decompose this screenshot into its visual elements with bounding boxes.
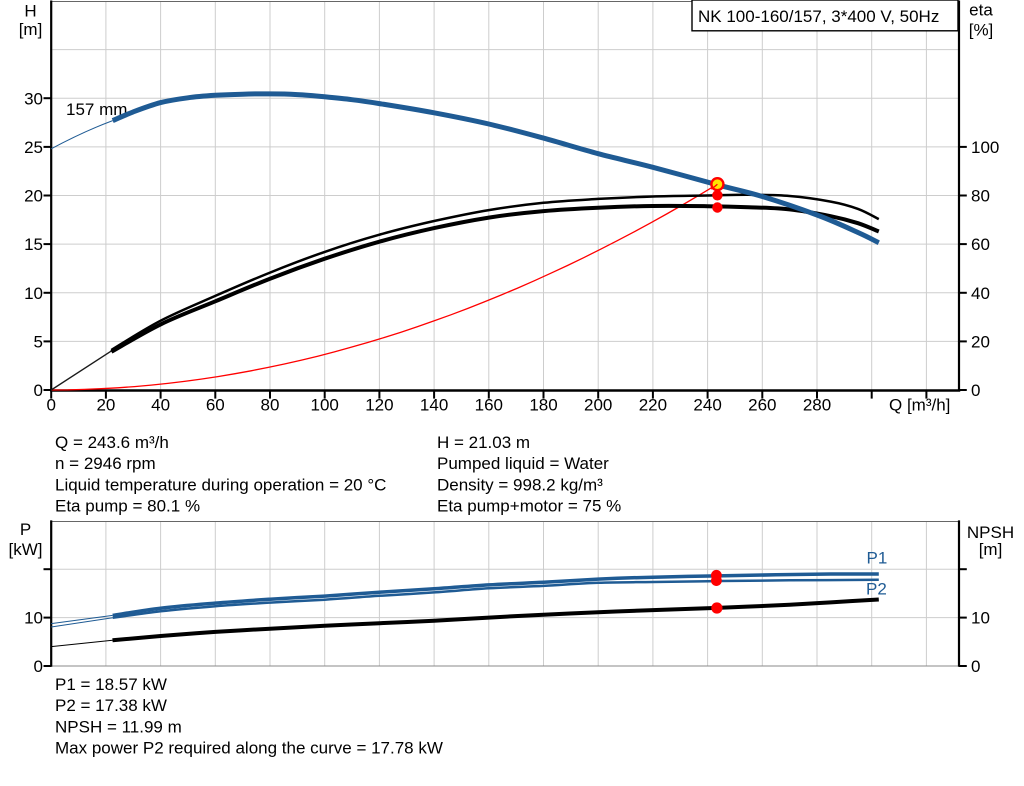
svg-text:Q = 243.6 m³/h: Q = 243.6 m³/h (55, 433, 169, 452)
svg-text:160: 160 (475, 396, 503, 415)
svg-text:60: 60 (971, 235, 990, 254)
svg-text:60: 60 (206, 396, 225, 415)
svg-text:100: 100 (971, 138, 999, 157)
svg-text:240: 240 (693, 396, 721, 415)
svg-text:20: 20 (96, 396, 115, 415)
svg-text:140: 140 (420, 396, 448, 415)
svg-text:Q [m³/h]: Q [m³/h] (889, 396, 950, 415)
svg-text:20: 20 (971, 333, 990, 352)
svg-text:260: 260 (748, 396, 776, 415)
svg-text:[%]: [%] (969, 20, 994, 39)
svg-text:Liquid temperature during oper: Liquid temperature during operation = 20… (55, 475, 386, 494)
svg-text:NPSH = 11.99 m: NPSH = 11.99 m (55, 717, 182, 736)
svg-text:80: 80 (971, 187, 990, 206)
svg-text:80: 80 (261, 396, 280, 415)
svg-text:10: 10 (24, 609, 43, 628)
svg-text:Density = 998.2 kg/m³: Density = 998.2 kg/m³ (437, 475, 603, 494)
svg-text:0: 0 (46, 396, 55, 415)
svg-text:0: 0 (34, 657, 43, 676)
svg-text:eta: eta (969, 1, 993, 20)
svg-text:200: 200 (584, 396, 612, 415)
svg-text:0: 0 (971, 381, 980, 400)
svg-text:0: 0 (971, 657, 980, 676)
svg-text:H = 21.03 m: H = 21.03 m (437, 433, 530, 452)
svg-text:220: 220 (639, 396, 667, 415)
svg-text:15: 15 (24, 235, 43, 254)
svg-text:10: 10 (24, 284, 43, 303)
svg-text:P2 = 17.38 kW: P2 = 17.38 kW (55, 696, 167, 715)
svg-text:P: P (20, 520, 31, 539)
svg-text:20: 20 (24, 187, 43, 206)
svg-text:180: 180 (529, 396, 557, 415)
svg-text:40: 40 (971, 284, 990, 303)
svg-text:NPSH: NPSH (967, 523, 1014, 542)
svg-text:Pumped liquid = Water: Pumped liquid = Water (437, 454, 609, 473)
svg-text:n = 2946 rpm: n = 2946 rpm (55, 454, 156, 473)
svg-text:25: 25 (24, 138, 43, 157)
svg-text:P1: P1 (867, 549, 888, 568)
svg-text:280: 280 (803, 396, 831, 415)
svg-text:157 mm: 157 mm (66, 100, 127, 119)
svg-text:NK 100-160/157, 3*400 V, 50Hz: NK 100-160/157, 3*400 V, 50Hz (698, 7, 939, 26)
svg-text:[m]: [m] (979, 540, 1003, 559)
svg-text:30: 30 (24, 89, 43, 108)
svg-text:Eta pump = 80.1 %: Eta pump = 80.1 % (55, 497, 200, 516)
svg-text:5: 5 (34, 333, 43, 352)
svg-text:Max power P2 required along th: Max power P2 required along the curve = … (55, 739, 443, 758)
svg-text:P2: P2 (866, 580, 887, 599)
svg-text:[kW]: [kW] (9, 540, 43, 559)
svg-text:0: 0 (34, 381, 43, 400)
svg-text:[m]: [m] (19, 20, 43, 39)
svg-text:H: H (24, 2, 36, 21)
svg-text:120: 120 (365, 396, 393, 415)
svg-text:10: 10 (971, 609, 990, 628)
svg-text:P1 = 18.57 kW: P1 = 18.57 kW (55, 675, 167, 694)
svg-text:Eta pump+motor = 75 %: Eta pump+motor = 75 % (437, 497, 621, 516)
svg-text:40: 40 (151, 396, 170, 415)
svg-text:100: 100 (311, 396, 339, 415)
